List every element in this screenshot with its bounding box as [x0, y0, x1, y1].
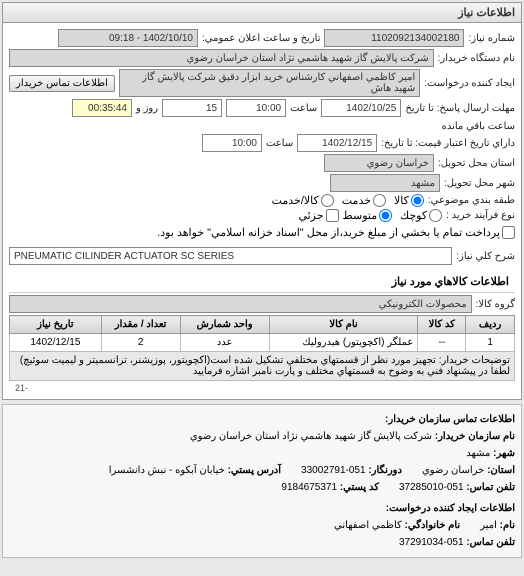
cell-idx: 1 [466, 334, 515, 352]
deadline-label: مهلت ارسال پاسخ: تا تاريخ [405, 103, 515, 114]
partial-checkbox[interactable]: جزئي [298, 209, 338, 222]
row-buyer-org: نام دستگاه خريدار: شركت پالايش گاز شهيد … [9, 49, 515, 67]
deadline-date[interactable]: 1402/10/25 [321, 99, 401, 117]
row-credit: داراي تاريخ اعتبار قيمت: تا تاريخ: 1402/… [9, 134, 515, 152]
creator-tel: تلفن تماس: 051-37291034 [9, 534, 515, 551]
row-group: طبقه بندي موضوعي: كالا خدمت كالا/خدمت [9, 194, 515, 207]
radio-khedmat[interactable]: خدمت [342, 194, 386, 207]
row-filter: گروه كالا: محصولات الكترونيكي [9, 295, 515, 313]
key-label: شرح كلي نياز: [456, 251, 515, 262]
creator-value: امير كاظمي اصفهاني كارشناس خريد ابزار دق… [119, 69, 420, 97]
need-info-panel: اطلاعات نياز شماره نياز: 110209213400218… [2, 2, 522, 400]
province-value: خراسان رضوي [324, 154, 434, 172]
contact-title: اطلاعات تماس سازمان خريدار: [9, 411, 515, 428]
creator-line: نام: امير نام خانوادگي: كاظمي اصفهاني [9, 517, 515, 534]
col-name: نام كالا [269, 316, 418, 334]
remaining-time: 00:35:44 [72, 99, 132, 117]
col-idx: رديف [466, 316, 515, 334]
radio-small[interactable]: كوچك [400, 209, 442, 222]
row-city: شهر محل تحويل: مشهد [9, 174, 515, 192]
process-label: نوع فرآيند خريد : [446, 210, 515, 221]
table-header-row: رديف كد كالا نام كالا واحد شمارش تعداد /… [10, 316, 515, 334]
cell-qty: 2 [101, 334, 180, 352]
key-value: PNEUMATIC CILINDER ACTUATOR SC SERIES [9, 247, 452, 265]
page-number: -21 [9, 381, 515, 395]
row-province: استان محل تحويل: خراسان رضوي [9, 154, 515, 172]
col-code: كد كالا [418, 316, 466, 334]
credit-time-label: ساعت [266, 138, 293, 149]
remaining-days-label: روز و [136, 103, 158, 114]
city-label: شهر محل تحويل: [444, 178, 515, 189]
deadline-time-label: ساعت [290, 103, 317, 114]
row-key: شرح كلي نياز: PNEUMATIC CILINDER ACTUATO… [9, 247, 515, 265]
buyer-org-value: شركت پالايش گاز شهيد هاشمي نژاد استان خر… [9, 49, 434, 67]
radio-kala[interactable]: كالا [394, 194, 424, 207]
radio-medium[interactable]: متوسط [343, 209, 393, 222]
desc-cell: توضيحات خريدار: تجهيز مورد نظر از قسمتها… [10, 352, 515, 381]
announce-value: 1402/10/10 - 09:18 [58, 29, 198, 47]
row-process: نوع فرآيند خريد : كوچك متوسط جزئي پرداخت… [9, 209, 515, 239]
treasury-checkbox[interactable]: پرداخت تمام يا بخشي از مبلغ خريد،از محل … [157, 226, 515, 239]
announce-label: تاريخ و ساعت اعلان عمومي: [202, 33, 321, 44]
need-number-label: شماره نياز: [468, 33, 515, 44]
row-number: شماره نياز: 1102092134002180 تاريخ و ساع… [9, 29, 515, 47]
col-unit: واحد شمارش [180, 316, 269, 334]
radio-kalakhedmat[interactable]: كالا/خدمت [272, 194, 334, 207]
buyer-org-label: نام دستگاه خريدار: [438, 53, 515, 64]
need-number-value: 1102092134002180 [324, 29, 464, 47]
credit-label: داراي تاريخ اعتبار قيمت: تا تاريخ: [381, 138, 515, 149]
group-radios: كالا خدمت كالا/خدمت [272, 194, 424, 207]
col-qty: تعداد / مقدار [101, 316, 180, 334]
contact-city: شهر: مشهد [9, 445, 515, 462]
col-date: تاريخ نياز [10, 316, 102, 334]
creator-label: ايجاد كننده درخواست: [424, 78, 515, 89]
filter-value: محصولات الكترونيكي [9, 295, 472, 313]
panel-title: اطلاعات نياز [3, 3, 521, 23]
group-label: طبقه بندي موضوعي: [428, 195, 515, 206]
filter-label: گروه كالا: [476, 299, 515, 310]
row-deadline: مهلت ارسال پاسخ: تا تاريخ 1402/10/25 ساع… [9, 99, 515, 132]
contact-block: اطلاعات تماس سازمان خريدار: نام سازمان خ… [2, 404, 522, 558]
row-creator: ايجاد كننده درخواست: امير كاظمي اصفهاني … [9, 69, 515, 97]
table-desc-row: توضيحات خريدار: تجهيز مورد نظر از قسمتها… [10, 352, 515, 381]
contact-org: نام سازمان خريدار: شركت پالايش گاز شهيد … [9, 428, 515, 445]
creator-contact-title: اطلاعات ايجاد كننده درخواست: [9, 500, 515, 517]
table-row[interactable]: 1 -- عملگر (اكچويتور) هيدروليك عدد 2 140… [10, 334, 515, 352]
remaining-days: 15 [162, 99, 222, 117]
cell-name: عملگر (اكچويتور) هيدروليك [269, 334, 418, 352]
cell-date: 1402/12/15 [10, 334, 102, 352]
items-table: رديف كد كالا نام كالا واحد شمارش تعداد /… [9, 315, 515, 381]
remaining-time-label: ساعت باقي مانده [442, 121, 515, 132]
city-value: مشهد [330, 174, 440, 192]
contact-line1: استان: خراسان رضوي دورنگار: 051-33002791… [9, 462, 515, 479]
cell-unit: عدد [180, 334, 269, 352]
deadline-time[interactable]: 10:00 [226, 99, 286, 117]
credit-date[interactable]: 1402/12/15 [297, 134, 377, 152]
contact-info-button[interactable]: اطلاعات تماس خريدار [9, 75, 115, 92]
province-label: استان محل تحويل: [438, 158, 515, 169]
credit-time[interactable]: 10:00 [202, 134, 262, 152]
contact-line2: تلفن تماس: 051-37285010 كد پستي: 9184675… [9, 479, 515, 496]
panel-body: شماره نياز: 1102092134002180 تاريخ و ساع… [3, 23, 521, 399]
cell-code: -- [418, 334, 466, 352]
process-radios: كوچك متوسط [343, 209, 443, 222]
desc-label: توضيحات خريدار: [439, 355, 510, 366]
desc-text: تجهيز مورد نظر از قسمتهاي مختلفي تشكيل ش… [20, 355, 510, 377]
items-section-title: اطلاعات كالاهاي مورد نياز [9, 271, 515, 293]
